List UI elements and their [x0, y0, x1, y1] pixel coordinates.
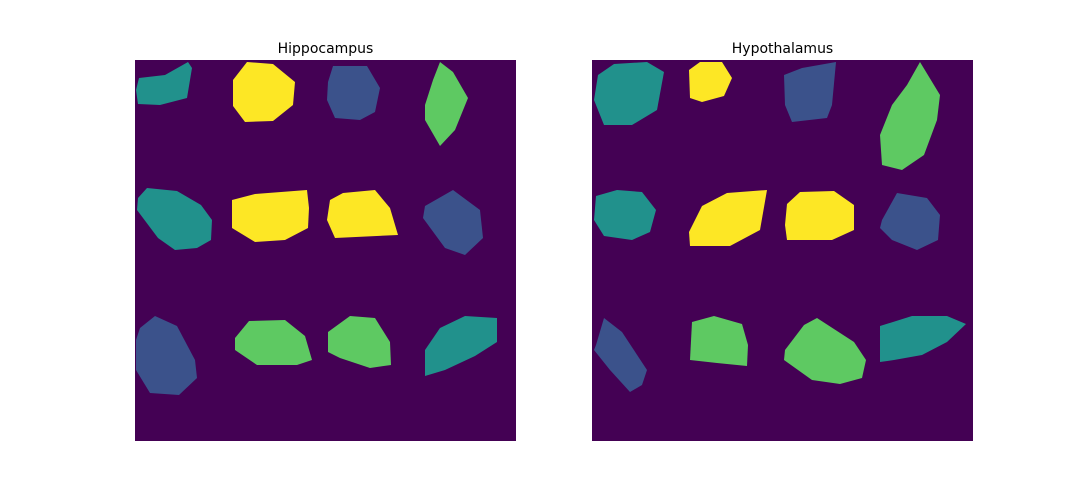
label-region-1	[136, 62, 192, 105]
label-region-11	[328, 316, 391, 368]
label-region-7	[785, 191, 854, 240]
label-region-9	[594, 318, 647, 392]
hypothalamus-title: Hypothalamus	[731, 41, 834, 57]
label-region-11	[784, 318, 866, 384]
hypothalamus-panel: Hypothalamus	[592, 40, 973, 441]
label-region-12	[425, 316, 497, 376]
label-region-4	[880, 62, 940, 170]
hippocampus-panel: Hippocampus	[135, 40, 516, 441]
hippocampus-title: Hippocampus	[277, 41, 374, 57]
label-region-10	[235, 320, 312, 365]
label-region-9	[136, 316, 197, 395]
label-region-5	[594, 190, 656, 240]
label-region-5	[137, 188, 212, 250]
label-region-1	[594, 62, 664, 125]
label-region-8	[880, 193, 940, 250]
label-region-2	[689, 62, 732, 102]
label-region-3	[784, 62, 836, 122]
label-region-6	[232, 190, 309, 242]
label-region-7	[327, 190, 398, 238]
label-region-12	[880, 316, 966, 362]
hippocampus-heatmap	[135, 60, 516, 441]
label-region-10	[690, 316, 748, 366]
hypothalamus-heatmap	[592, 60, 973, 441]
label-region-8	[423, 190, 483, 255]
label-region-6	[689, 190, 767, 246]
label-region-3	[327, 66, 380, 120]
label-region-2	[233, 62, 295, 122]
label-region-4	[425, 62, 468, 146]
